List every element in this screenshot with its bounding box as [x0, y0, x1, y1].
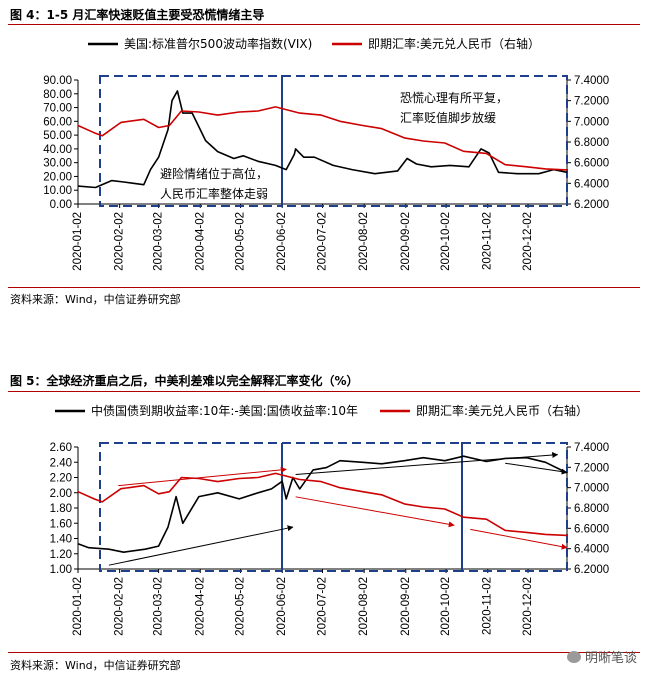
y-left-tick-label: 2.40: [50, 457, 72, 469]
y-left-tick-label: 40.00: [43, 144, 72, 156]
y-right-tick-label: 7.4000: [574, 442, 609, 454]
y-right-tick-label: 7.2000: [574, 462, 609, 474]
y-right-tick-label: 6.2000: [574, 199, 609, 211]
title-rule: [8, 391, 640, 392]
title-rule: [8, 24, 640, 25]
trend-arrow: [470, 528, 568, 550]
x-tick-label: 2020-05-02: [235, 577, 247, 636]
figure-5-title: 图 5：全球经济重启之后，中美利差难以完全解释汇率变化（%）: [10, 374, 359, 388]
y-right-tick-label: 6.4000: [574, 178, 609, 190]
trend-arrow: [295, 496, 455, 528]
x-tick-label: 2020-03-02: [153, 212, 165, 271]
x-tick-label: 2020-08-02: [358, 212, 370, 271]
y-left-tick-label: 0.00: [50, 199, 72, 211]
x-tick-label: 2020-03-02: [153, 577, 165, 636]
trend-arrow: [505, 462, 568, 475]
annotation-text: 汇率贬值脚步放缓: [400, 110, 496, 125]
y-right-tick-label: 6.6000: [574, 158, 609, 170]
y-right-tick-label: 6.6000: [574, 523, 609, 535]
y-right-tick-label: 6.8000: [574, 137, 609, 149]
watermark-text: 明晰笔谈: [584, 651, 637, 666]
source-rule: [8, 287, 640, 288]
x-tick-label: 2020-01-02: [72, 212, 84, 271]
source-rule: [8, 652, 640, 653]
x-tick-label: 2020-10-02: [440, 212, 452, 271]
y-left-tick-label: 2.60: [50, 442, 72, 454]
annotation-text: 避险情绪位于高位，: [160, 166, 268, 181]
trend-arrow: [108, 525, 294, 566]
y-left-tick-label: 70.00: [43, 103, 72, 115]
y-left-tick-label: 90.00: [43, 75, 72, 87]
series-line-left: [77, 455, 568, 553]
y-right-tick-label: 7.4000: [574, 75, 609, 87]
highlight-box: [281, 75, 568, 207]
y-right-tick-label: 7.0000: [574, 483, 609, 495]
source-note: 资料来源：Wind，中信证券研究部: [10, 293, 181, 306]
x-tick-label: 2020-05-02: [235, 212, 247, 271]
annotation-text: 人民币汇率整体走弱: [160, 186, 268, 201]
trend-arrow: [118, 466, 287, 487]
y-left-tick-label: 20.00: [43, 171, 72, 183]
series-line-right: [77, 106, 568, 171]
legend-label: 中债国债到期收益率:10年:-美国:国债收益率:10年: [91, 403, 358, 418]
trend-arrow: [295, 452, 559, 475]
x-tick-label: 2020-12-02: [522, 212, 534, 271]
x-tick-label: 2020-11-02: [482, 577, 494, 635]
source-note: 资料来源：Wind，中信证券研究部: [10, 659, 181, 672]
highlight-box: [461, 442, 568, 572]
x-tick-label: 2020-04-02: [194, 212, 206, 271]
y-right-tick-label: 6.8000: [574, 503, 609, 515]
y-left-tick-label: 10.00: [43, 185, 72, 197]
x-tick-label: 2020-07-02: [317, 577, 329, 636]
y-right-tick-label: 6.4000: [574, 544, 609, 556]
x-tick-label: 2020-02-02: [114, 212, 126, 271]
x-tick-label: 2020-04-02: [194, 577, 206, 636]
x-tick-label: 2020-01-02: [72, 577, 84, 636]
y-left-tick-label: 1.80: [50, 503, 72, 515]
x-tick-label: 2020-07-02: [317, 212, 329, 271]
x-tick-label: 2020-06-02: [276, 212, 288, 271]
y-left-tick-label: 1.40: [50, 534, 72, 546]
x-tick-label: 2020-06-02: [276, 577, 288, 636]
x-tick-label: 2020-09-02: [400, 212, 412, 271]
series-line-right: [77, 472, 568, 537]
legend-label: 美国:标准普尔500波动率指数(VIX): [124, 36, 312, 51]
wechat-icon: [566, 651, 581, 663]
chart-fig5: 1.00 1.20 1.40 1.60 1.80 2.00 2.20 2.40 2.60 6.20…: [50, 403, 610, 636]
y-left-tick-label: 2.20: [50, 473, 72, 485]
y-left-tick-label: 50.00: [43, 130, 72, 142]
y-right-tick-label: 7.0000: [574, 116, 609, 128]
x-tick-label: 2020-12-02: [522, 577, 534, 636]
x-tick-label: 2020-02-02: [114, 577, 126, 636]
highlight-box: [281, 442, 463, 572]
y-left-tick-label: 60.00: [43, 116, 72, 128]
y-right-tick-label: 6.2000: [574, 564, 609, 576]
y-left-tick-label: 2.00: [50, 488, 72, 500]
legend-label: 即期汇率:美元兑人民币（右轴）: [416, 403, 588, 418]
x-tick-label: 2020-11-02: [482, 212, 494, 270]
watermark: 明晰笔谈: [566, 647, 637, 666]
x-tick-label: 2020-08-02: [358, 577, 370, 636]
series-line-left: [77, 90, 568, 189]
x-tick-label: 2020-10-02: [440, 577, 452, 636]
y-left-tick-label: 30.00: [43, 158, 72, 170]
y-left-tick-label: 1.20: [50, 549, 72, 561]
x-tick-label: 2020-09-02: [400, 577, 412, 636]
y-right-tick-label: 7.2000: [574, 96, 609, 108]
annotation-text: 恐慌心理有所平复，: [400, 91, 508, 105]
y-left-tick-label: 1.00: [50, 564, 72, 576]
legend-label: 即期汇率:美元兑人民币（右轴）: [368, 36, 540, 51]
y-left-tick-label: 1.60: [50, 518, 72, 530]
figure-4-title: 图 4：1-5 月汇率快速贬值主要受恐慌情绪主导: [10, 8, 265, 22]
y-left-tick-label: 80.00: [43, 89, 72, 101]
